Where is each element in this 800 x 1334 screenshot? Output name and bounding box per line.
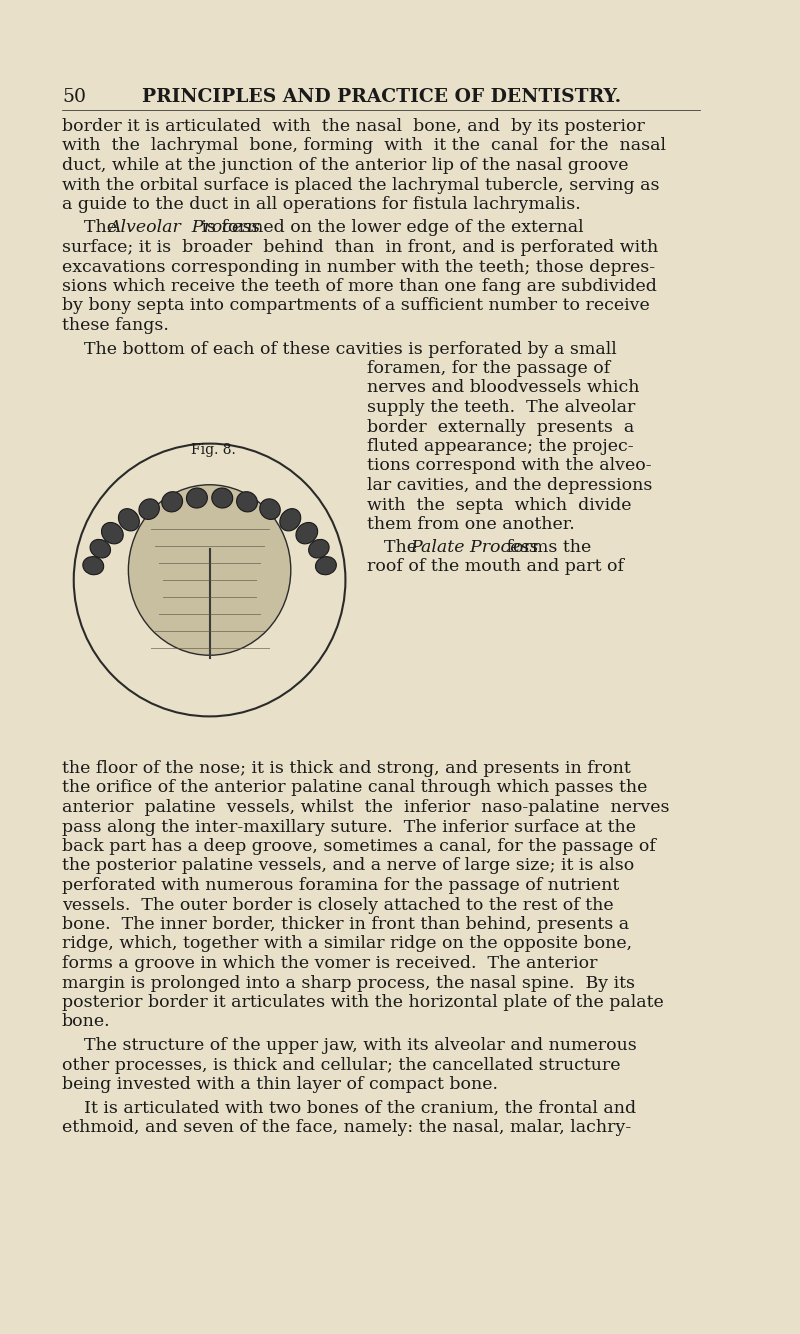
Ellipse shape xyxy=(186,488,207,508)
Text: with  the  lachrymal  bone, forming  with  it the  canal  for the  nasal: with the lachrymal bone, forming with it… xyxy=(62,137,666,155)
Text: 50: 50 xyxy=(62,88,86,105)
Text: back part has a deep groove, sometimes a canal, for the passage of: back part has a deep groove, sometimes a… xyxy=(62,838,656,855)
Ellipse shape xyxy=(128,484,290,655)
Text: perforated with numerous foramina for the passage of nutrient: perforated with numerous foramina for th… xyxy=(62,876,619,894)
Text: forms a groove in which the vomer is received.  The anterior: forms a groove in which the vomer is rec… xyxy=(62,955,598,972)
Text: forms the: forms the xyxy=(501,539,591,555)
Text: pass along the inter-maxillary suture.  The inferior surface at the: pass along the inter-maxillary suture. T… xyxy=(62,819,636,835)
Ellipse shape xyxy=(296,523,318,544)
Text: The structure of the upper jaw, with its alveolar and numerous: The structure of the upper jaw, with its… xyxy=(62,1037,637,1054)
Text: supply the teeth.  The alveolar: supply the teeth. The alveolar xyxy=(366,399,635,416)
Text: vessels.  The outer border is closely attached to the rest of the: vessels. The outer border is closely att… xyxy=(62,896,614,914)
Text: bone.  The inner border, thicker in front than behind, presents a: bone. The inner border, thicker in front… xyxy=(62,916,629,932)
Text: by bony septa into compartments of a sufficient number to receive: by bony septa into compartments of a suf… xyxy=(62,297,650,315)
Text: sions which receive the teeth of more than one fang are subdivided: sions which receive the teeth of more th… xyxy=(62,277,657,295)
Text: with  the  septa  which  divide: with the septa which divide xyxy=(366,496,631,514)
Ellipse shape xyxy=(280,508,301,531)
Ellipse shape xyxy=(212,488,233,508)
Text: roof of the mouth and part of: roof of the mouth and part of xyxy=(366,558,624,575)
Text: fluted appearance; the projec-: fluted appearance; the projec- xyxy=(366,438,634,455)
Text: bone.: bone. xyxy=(62,1014,110,1030)
Ellipse shape xyxy=(118,508,139,531)
Text: posterior border it articulates with the horizontal plate of the palate: posterior border it articulates with the… xyxy=(62,994,664,1011)
Text: foramen, for the passage of: foramen, for the passage of xyxy=(366,360,610,378)
Text: being invested with a thin layer of compact bone.: being invested with a thin layer of comp… xyxy=(62,1077,498,1093)
Text: a guide to the duct in all operations for fistula lachrymalis.: a guide to the duct in all operations fo… xyxy=(62,196,581,213)
Text: Fig. 8.: Fig. 8. xyxy=(190,443,235,458)
Text: other processes, is thick and cellular; the cancellated structure: other processes, is thick and cellular; … xyxy=(62,1057,621,1074)
Text: border it is articulated  with  the nasal  bone, and  by its posterior: border it is articulated with the nasal … xyxy=(62,117,645,135)
Text: them from one another.: them from one another. xyxy=(366,516,574,534)
Text: with the orbital surface is placed the lachrymal tubercle, serving as: with the orbital surface is placed the l… xyxy=(62,176,659,193)
Ellipse shape xyxy=(309,539,329,558)
Text: ethmoid, and seven of the face, namely: the nasal, malar, lachry-: ethmoid, and seven of the face, namely: … xyxy=(62,1119,631,1137)
Ellipse shape xyxy=(90,539,110,558)
Text: Palate Process: Palate Process xyxy=(410,539,539,555)
Ellipse shape xyxy=(139,499,159,519)
Text: The: The xyxy=(62,220,128,236)
Text: the posterior palatine vessels, and a nerve of large size; it is also: the posterior palatine vessels, and a ne… xyxy=(62,858,634,875)
Text: lar cavities, and the depressions: lar cavities, and the depressions xyxy=(366,478,652,494)
Text: tions correspond with the alveo-: tions correspond with the alveo- xyxy=(366,458,651,475)
Ellipse shape xyxy=(315,556,336,575)
Text: the orifice of the anterior palatine canal through which passes the: the orifice of the anterior palatine can… xyxy=(62,779,647,796)
Text: Alveolar  Process: Alveolar Process xyxy=(108,220,260,236)
Text: The bottom of each of these cavities is perforated by a small: The bottom of each of these cavities is … xyxy=(62,340,617,358)
Text: anterior  palatine  vessels, whilst  the  inferior  naso-palatine  nerves: anterior palatine vessels, whilst the in… xyxy=(62,799,670,816)
Ellipse shape xyxy=(102,523,123,544)
Text: these fangs.: these fangs. xyxy=(62,317,169,334)
Ellipse shape xyxy=(162,492,182,512)
Ellipse shape xyxy=(260,499,280,519)
Text: nerves and bloodvessels which: nerves and bloodvessels which xyxy=(366,379,639,396)
Text: duct, while at the junction of the anterior lip of the nasal groove: duct, while at the junction of the anter… xyxy=(62,157,629,173)
Text: margin is prolonged into a sharp process, the nasal spine.  By its: margin is prolonged into a sharp process… xyxy=(62,975,635,991)
Ellipse shape xyxy=(237,492,258,512)
Text: It is articulated with two bones of the cranium, the frontal and: It is articulated with two bones of the … xyxy=(62,1099,636,1117)
Text: PRINCIPLES AND PRACTICE OF DENTISTRY.: PRINCIPLES AND PRACTICE OF DENTISTRY. xyxy=(142,88,621,105)
Text: excavations corresponding in number with the teeth; those depres-: excavations corresponding in number with… xyxy=(62,259,655,276)
Text: is formed on the lower edge of the external: is formed on the lower edge of the exter… xyxy=(196,220,583,236)
Text: border  externally  presents  a: border externally presents a xyxy=(366,419,634,435)
Text: surface; it is  broader  behind  than  in front, and is perforated with: surface; it is broader behind than in fr… xyxy=(62,239,658,256)
Ellipse shape xyxy=(83,556,104,575)
Text: the floor of the nose; it is thick and strong, and presents in front: the floor of the nose; it is thick and s… xyxy=(62,760,630,776)
Text: ridge, which, together with a similar ridge on the opposite bone,: ridge, which, together with a similar ri… xyxy=(62,935,632,952)
Text: The: The xyxy=(384,539,422,555)
